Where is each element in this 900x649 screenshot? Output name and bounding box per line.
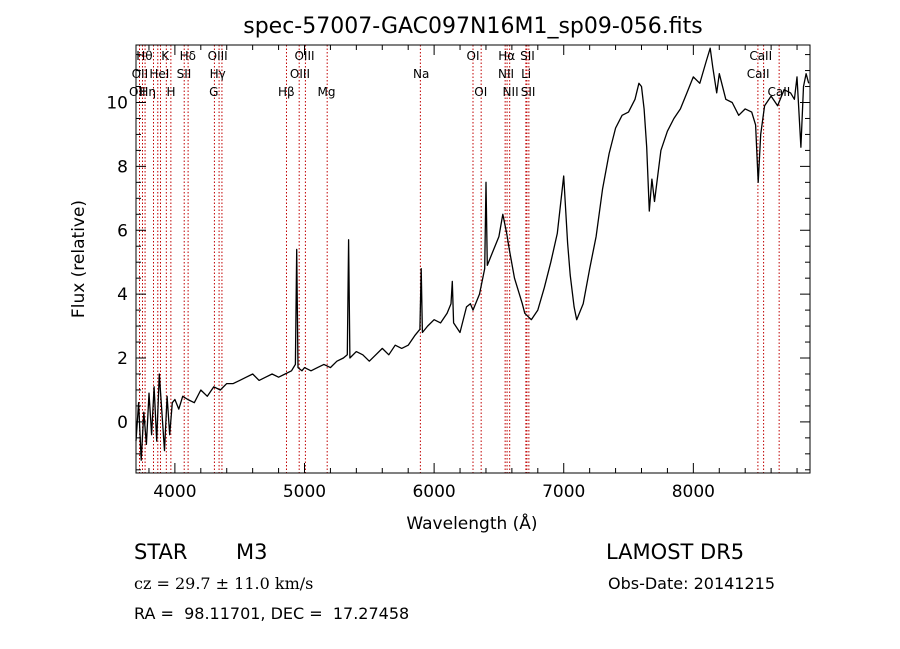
- plot-frame: [135, 44, 811, 474]
- coordinates: RA = 98.11701, DEC = 17.27458: [134, 604, 410, 623]
- spectrum-series: [135, 47, 810, 461]
- line-marker-label: NII: [503, 85, 519, 99]
- line-marker-label: Hθ: [136, 49, 152, 63]
- y-tick-label: 2: [117, 349, 128, 369]
- line-marker-label: OIII: [208, 49, 228, 63]
- line-marker-label: CaII: [767, 85, 790, 99]
- line-marker-label: OIII: [290, 67, 310, 81]
- line-marker-labels: Hθ K Hδ OIII OIII OI Hα SII CaII OII HeI SII Hγ OIII N…: [129, 49, 790, 99]
- line-marker-label: CaII: [747, 67, 770, 81]
- line-marker-label: Na: [413, 67, 429, 81]
- y-tick-label: 6: [117, 221, 128, 241]
- line-marker-label: Hγ: [210, 67, 226, 81]
- line-marker-label: OI: [474, 85, 487, 99]
- y-tick-label: 10: [106, 93, 128, 113]
- line-marker-label: Mg: [318, 85, 336, 99]
- line-marker-label: K: [161, 49, 170, 63]
- line-marker-label: Hα: [498, 49, 515, 63]
- object-subclass: M3: [236, 540, 268, 564]
- y-axis-label: Flux (relative): [69, 200, 89, 318]
- line-marker-label: Li: [521, 67, 531, 81]
- line-markers: [138, 45, 780, 473]
- line-marker-label: SII: [521, 85, 536, 99]
- line-marker-label: SII: [520, 49, 535, 63]
- line-marker-label: Hδ: [180, 49, 196, 63]
- redshift-velocity: cz = 29.7 ± 11.0 km/s: [134, 574, 314, 593]
- x-axis-ticks: 4000 5000 6000 7000 8000: [148, 45, 798, 502]
- line-marker-label: NII: [498, 67, 514, 81]
- line-marker-label: OI: [467, 49, 480, 63]
- spectrum-line: [135, 47, 810, 461]
- x-tick-label: 8000: [672, 482, 715, 502]
- line-marker-label: SII: [177, 67, 192, 81]
- y-tick-label: 4: [117, 285, 128, 305]
- object-class: STAR: [134, 540, 188, 564]
- x-axis-label: Wavelength (Å): [406, 512, 537, 534]
- line-marker-label: Hβ: [278, 85, 295, 99]
- x-tick-label: 6000: [412, 482, 455, 502]
- x-tick-label: 5000: [283, 482, 326, 502]
- line-marker-label: CaII: [749, 49, 772, 63]
- survey-name: LAMOST DR5: [606, 540, 745, 564]
- y-tick-label: 0: [117, 413, 128, 433]
- y-tick-label: 8: [117, 157, 128, 177]
- line-marker-label: OII: [129, 85, 146, 99]
- x-tick-label: 4000: [153, 482, 196, 502]
- x-tick-label: 7000: [542, 482, 585, 502]
- line-marker-label: Hη: [139, 85, 156, 99]
- chart-title: spec-57007-GAC097N16M1_sp09-056.fits: [243, 14, 703, 39]
- line-marker-label: OIII: [294, 49, 314, 63]
- y-axis-ticks: 0 2 4 6 8 10: [106, 54, 810, 471]
- line-marker-label: HeI: [149, 67, 169, 81]
- line-marker-label: G: [209, 85, 218, 99]
- observation-date: Obs-Date: 20141215: [608, 574, 776, 593]
- line-marker-label: OII: [132, 67, 149, 81]
- line-marker-label: H: [166, 85, 175, 99]
